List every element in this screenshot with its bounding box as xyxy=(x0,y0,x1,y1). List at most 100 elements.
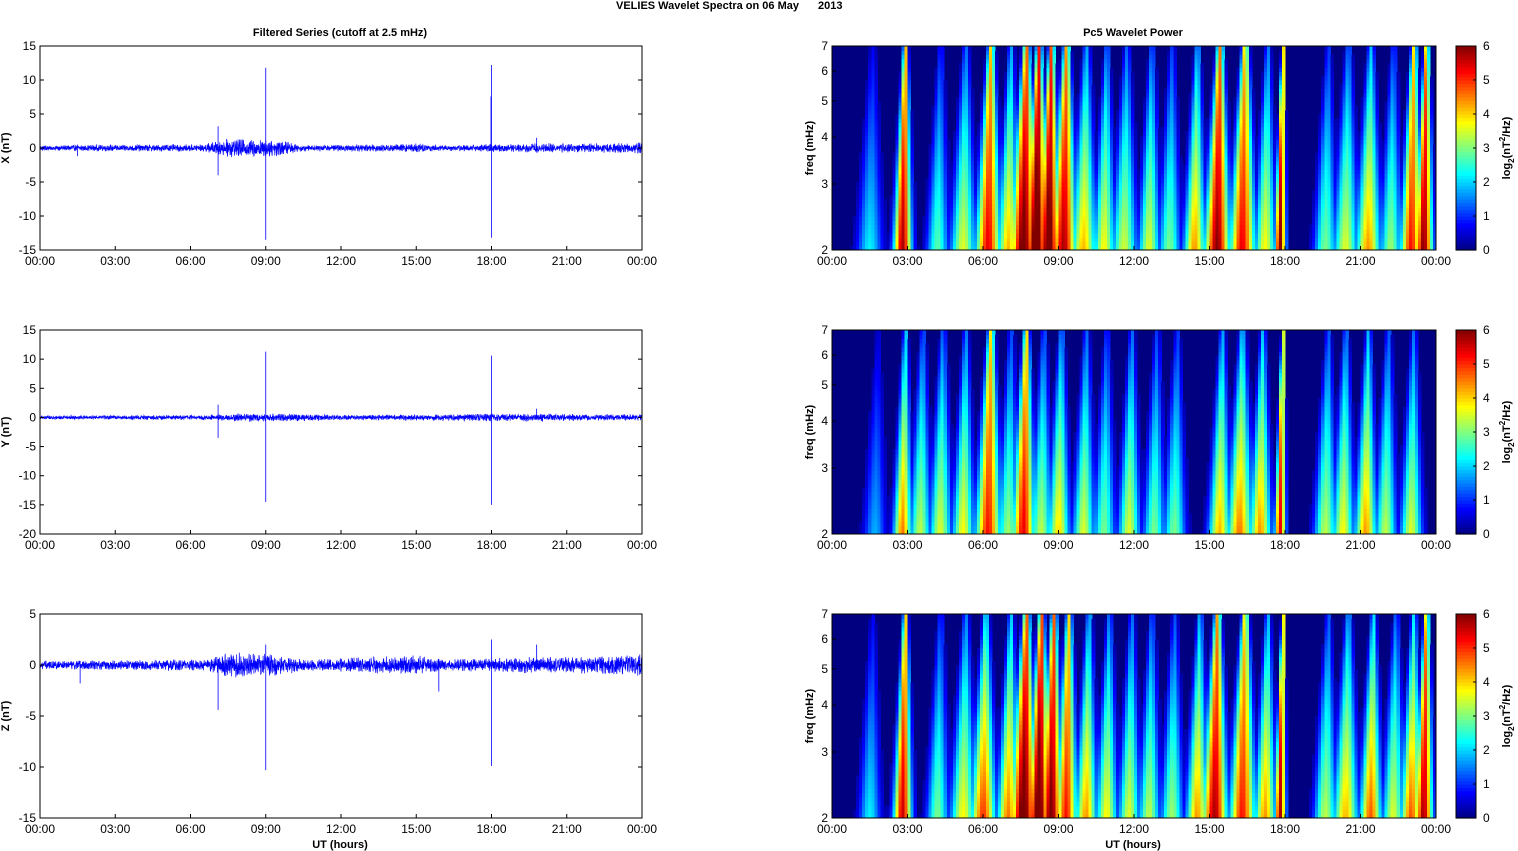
heatmap-cell xyxy=(1061,224,1066,230)
heatmap-cell xyxy=(1134,203,1138,209)
heatmap-cell xyxy=(1137,203,1141,209)
heatmap-cell xyxy=(1227,237,1232,243)
heatmap-cell xyxy=(1170,203,1174,209)
heatmap-cell xyxy=(1248,216,1253,221)
heatmap-cell xyxy=(1197,228,1202,234)
heatmap-cell xyxy=(1191,228,1195,234)
heatmap-cell xyxy=(886,237,890,243)
heatmap-cell xyxy=(1049,245,1054,251)
heatmap-cell xyxy=(1285,156,1289,162)
plot-area xyxy=(40,330,642,534)
heatmap-cell xyxy=(1420,216,1425,221)
heatmap-cell xyxy=(1378,135,1383,141)
heatmap-cell xyxy=(1399,211,1404,217)
heatmap-cell xyxy=(1155,199,1159,204)
heatmap-cell xyxy=(946,241,951,247)
heatmap-cell xyxy=(1221,245,1226,251)
heatmap-cell xyxy=(1396,241,1401,247)
heatmap-cell xyxy=(1266,228,1271,234)
heatmap-cell xyxy=(1170,216,1174,221)
heatmap-cell xyxy=(1007,237,1011,243)
heatmap-cell xyxy=(901,194,906,200)
heatmap-cell xyxy=(1414,224,1419,230)
heatmap-cell xyxy=(1327,203,1331,209)
heatmap-cell xyxy=(1061,194,1066,200)
heatmap-cell xyxy=(1061,216,1066,221)
heatmap-cell xyxy=(1191,216,1195,221)
heatmap-cell xyxy=(1399,228,1404,234)
heatmap-cell xyxy=(1134,199,1138,204)
heatmap-cell xyxy=(1402,216,1407,221)
heatmap-cell xyxy=(1254,220,1259,226)
heatmap-cell xyxy=(1134,245,1138,251)
heatmap-cell xyxy=(1031,207,1035,213)
heatmap-cell xyxy=(1143,233,1147,238)
x-axis-label-left: UT (hours) xyxy=(312,839,368,851)
heatmap-cell xyxy=(1167,220,1171,226)
heatmap-cell xyxy=(1387,233,1392,238)
heatmap-cell xyxy=(1384,245,1389,251)
heatmap-cell xyxy=(1330,224,1334,230)
heatmap-cell xyxy=(931,228,936,234)
ytick-label: 5 xyxy=(29,381,36,395)
heatmap-cell xyxy=(1109,220,1114,226)
heatmap-cell xyxy=(961,211,966,217)
heatmap-cell xyxy=(1194,241,1199,247)
heatmap-cell xyxy=(1423,224,1428,230)
heatmap-cell xyxy=(1309,237,1313,243)
heatmap-cell xyxy=(967,216,972,221)
heatmap-cell xyxy=(983,233,987,238)
heatmap-cell xyxy=(1100,199,1105,204)
heatmap-cell xyxy=(1185,237,1189,243)
heatmap-cell xyxy=(889,245,893,251)
heatmap-cell xyxy=(880,190,884,196)
heatmap-cell xyxy=(928,237,933,243)
heatmap-cell xyxy=(865,241,869,247)
heatmap-cell xyxy=(952,233,957,238)
heatmap-cell xyxy=(1103,228,1108,234)
heatmap-cell xyxy=(1046,241,1051,247)
heatmap-cell xyxy=(904,203,909,209)
heatmap-cell xyxy=(925,194,930,200)
heatmap-cell xyxy=(1185,228,1189,234)
heatmap-cell xyxy=(979,216,984,221)
heatmap-cell xyxy=(1137,216,1141,221)
heatmap-cell xyxy=(916,245,921,251)
heatmap-cell xyxy=(853,224,857,230)
heatmap-cell xyxy=(898,241,903,247)
heatmap-cell xyxy=(1152,224,1156,230)
heatmap-cell xyxy=(1118,216,1123,221)
heatmap-cell xyxy=(1007,199,1011,204)
heatmap-cell xyxy=(1354,237,1359,243)
heatmap-cell xyxy=(1260,211,1265,217)
heatmap-cell xyxy=(877,207,881,213)
heatmap-cell xyxy=(1206,228,1211,234)
heatmap-cell xyxy=(1112,241,1117,247)
heatmap-cell xyxy=(1230,203,1235,209)
heatmap-cell xyxy=(880,233,884,238)
heatmap-cell xyxy=(913,228,918,234)
heatmap-cell xyxy=(949,211,954,217)
heatmap-cell xyxy=(1143,207,1147,213)
heatmap-cell xyxy=(910,160,915,166)
heatmap-cell xyxy=(1155,216,1159,221)
heatmap-cell xyxy=(1115,220,1120,226)
heatmap-cell xyxy=(1321,233,1325,238)
heatmap-cell xyxy=(1103,207,1108,213)
heatmap-cell xyxy=(1378,233,1383,238)
heatmap-cell xyxy=(1330,207,1334,213)
heatmap-cell xyxy=(1426,233,1431,238)
heatmap-cell xyxy=(1161,233,1165,238)
heatmap-cell xyxy=(1010,194,1014,200)
heatmap-cell xyxy=(1049,216,1054,221)
heatmap-cell xyxy=(970,233,975,238)
heatmap-cell xyxy=(907,194,912,200)
heatmap-cell xyxy=(904,245,909,251)
heatmap-cell xyxy=(1112,245,1117,251)
heatmap-cell xyxy=(1130,245,1135,251)
heatmap-cell xyxy=(1052,207,1057,213)
heatmap-cell xyxy=(1363,224,1368,230)
heatmap-cell xyxy=(1034,245,1038,251)
heatmap-cell xyxy=(1348,199,1353,204)
heatmap-cell xyxy=(1022,233,1026,238)
